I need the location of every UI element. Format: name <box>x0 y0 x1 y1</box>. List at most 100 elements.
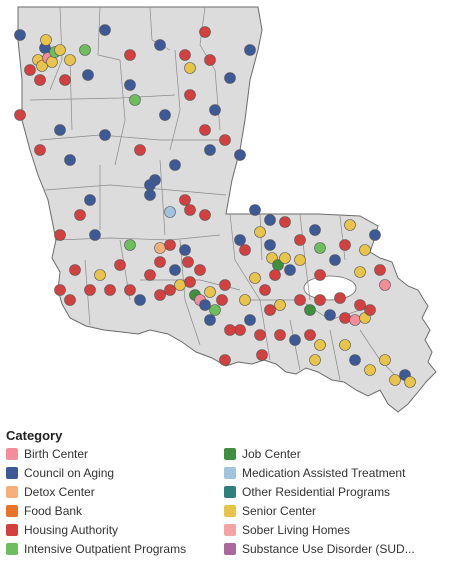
facility-marker[interactable] <box>40 34 52 46</box>
facility-marker[interactable] <box>274 329 286 341</box>
facility-marker[interactable] <box>59 74 71 86</box>
facility-marker[interactable] <box>36 60 48 72</box>
facility-marker[interactable] <box>204 314 216 326</box>
facility-marker[interactable] <box>219 354 231 366</box>
facility-marker[interactable] <box>339 312 351 324</box>
louisiana-map[interactable] <box>0 0 450 420</box>
facility-marker[interactable] <box>184 89 196 101</box>
facility-marker[interactable] <box>279 216 291 228</box>
facility-marker[interactable] <box>349 314 361 326</box>
facility-marker[interactable] <box>144 189 156 201</box>
facility-marker[interactable] <box>379 279 391 291</box>
facility-marker[interactable] <box>179 49 191 61</box>
facility-marker[interactable] <box>204 54 216 66</box>
facility-marker[interactable] <box>54 124 66 136</box>
facility-marker[interactable] <box>234 234 246 246</box>
facility-marker[interactable] <box>294 254 306 266</box>
facility-marker[interactable] <box>274 299 286 311</box>
facility-marker[interactable] <box>64 54 76 66</box>
facility-marker[interactable] <box>279 252 291 264</box>
facility-marker[interactable] <box>154 39 166 51</box>
facility-marker[interactable] <box>54 44 66 56</box>
legend-item[interactable]: Senior Center <box>224 503 442 519</box>
facility-marker[interactable] <box>209 104 221 116</box>
facility-marker[interactable] <box>314 294 326 306</box>
facility-marker[interactable] <box>309 224 321 236</box>
facility-marker[interactable] <box>354 299 366 311</box>
facility-marker[interactable] <box>314 269 326 281</box>
facility-marker[interactable] <box>289 334 301 346</box>
facility-marker[interactable] <box>364 364 376 376</box>
facility-marker[interactable] <box>304 304 316 316</box>
facility-marker[interactable] <box>244 314 256 326</box>
facility-marker[interactable] <box>249 272 261 284</box>
facility-marker[interactable] <box>179 244 191 256</box>
facility-marker[interactable] <box>354 266 366 278</box>
facility-marker[interactable] <box>194 264 206 276</box>
facility-marker[interactable] <box>204 144 216 156</box>
facility-marker[interactable] <box>249 204 261 216</box>
facility-marker[interactable] <box>294 294 306 306</box>
facility-marker[interactable] <box>404 376 416 388</box>
facility-marker[interactable] <box>256 349 268 361</box>
facility-marker[interactable] <box>94 269 106 281</box>
facility-marker[interactable] <box>359 244 371 256</box>
facility-marker[interactable] <box>154 242 166 254</box>
facility-marker[interactable] <box>199 26 211 38</box>
facility-marker[interactable] <box>104 284 116 296</box>
facility-marker[interactable] <box>159 109 171 121</box>
facility-marker[interactable] <box>164 284 176 296</box>
facility-marker[interactable] <box>314 339 326 351</box>
facility-marker[interactable] <box>84 284 96 296</box>
facility-marker[interactable] <box>224 72 236 84</box>
facility-marker[interactable] <box>244 44 256 56</box>
legend-item[interactable]: Housing Authority <box>6 522 224 538</box>
facility-marker[interactable] <box>89 229 101 241</box>
facility-marker[interactable] <box>269 269 281 281</box>
legend-item[interactable]: Detox Center <box>6 484 224 500</box>
facility-marker[interactable] <box>219 279 231 291</box>
facility-marker[interactable] <box>334 292 346 304</box>
legend-item[interactable]: Job Center <box>224 446 442 462</box>
facility-marker[interactable] <box>64 154 76 166</box>
facility-marker[interactable] <box>234 149 246 161</box>
legend-item[interactable]: Medication Assisted Treatment <box>224 465 442 481</box>
legend-item[interactable]: Intensive Outpatient Programs <box>6 541 224 557</box>
facility-marker[interactable] <box>224 324 236 336</box>
facility-marker[interactable] <box>254 226 266 238</box>
facility-marker[interactable] <box>304 329 316 341</box>
facility-marker[interactable] <box>264 304 276 316</box>
facility-marker[interactable] <box>339 239 351 251</box>
facility-points[interactable] <box>14 24 416 388</box>
facility-marker[interactable] <box>134 144 146 156</box>
facility-marker[interactable] <box>99 24 111 36</box>
facility-marker[interactable] <box>144 179 156 191</box>
facility-marker[interactable] <box>259 284 271 296</box>
facility-marker[interactable] <box>349 354 361 366</box>
facility-marker[interactable] <box>34 74 46 86</box>
facility-marker[interactable] <box>324 309 336 321</box>
facility-marker[interactable] <box>284 264 296 276</box>
facility-marker[interactable] <box>124 239 136 251</box>
facility-marker[interactable] <box>169 159 181 171</box>
facility-marker[interactable] <box>339 339 351 351</box>
facility-marker[interactable] <box>209 304 221 316</box>
facility-marker[interactable] <box>99 129 111 141</box>
facility-marker[interactable] <box>24 64 36 76</box>
facility-marker[interactable] <box>154 256 166 268</box>
facility-marker[interactable] <box>84 194 96 206</box>
facility-marker[interactable] <box>329 254 341 266</box>
facility-marker[interactable] <box>129 94 141 106</box>
facility-marker[interactable] <box>389 374 401 386</box>
facility-marker[interactable] <box>374 264 386 276</box>
facility-marker[interactable] <box>182 256 194 268</box>
facility-marker[interactable] <box>199 299 211 311</box>
facility-marker[interactable] <box>184 276 196 288</box>
facility-marker[interactable] <box>69 264 81 276</box>
facility-marker[interactable] <box>154 289 166 301</box>
legend-item[interactable]: Council on Aging <box>6 465 224 481</box>
facility-marker[interactable] <box>379 354 391 366</box>
legend-item[interactable]: Other Residential Programs <box>224 484 442 500</box>
facility-marker[interactable] <box>14 29 26 41</box>
facility-marker[interactable] <box>309 354 321 366</box>
